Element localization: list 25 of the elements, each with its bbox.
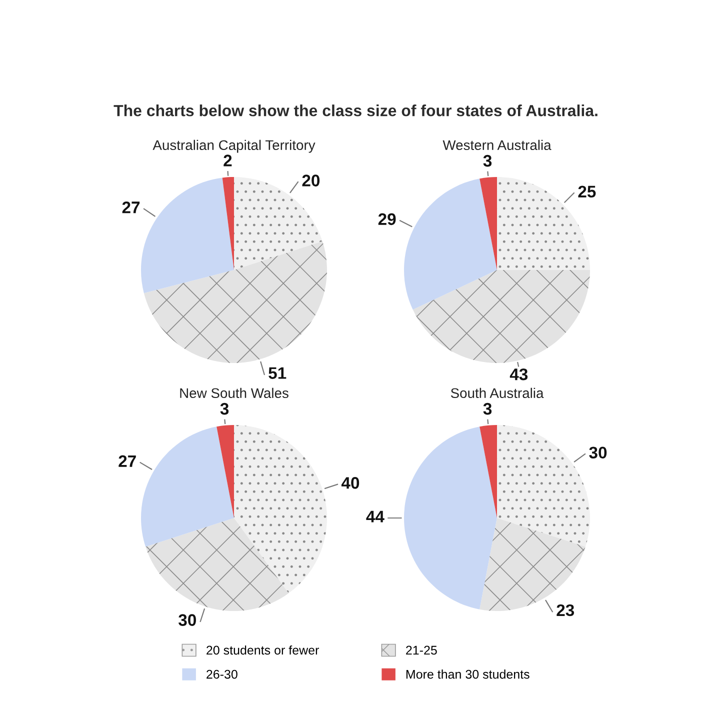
chart-title: New South Wales bbox=[180, 388, 288, 398]
chart-title: South Australia bbox=[450, 388, 544, 398]
data-label: 20 bbox=[302, 174, 320, 186]
data-label: 40 bbox=[341, 477, 360, 489]
legend-label: 21-25 bbox=[406, 646, 437, 655]
data-label: 29 bbox=[378, 213, 396, 226]
data-label: 3 bbox=[220, 402, 229, 415]
data-label: 27 bbox=[122, 202, 140, 214]
legend-label: 26-30 bbox=[206, 670, 238, 679]
data-label: 27 bbox=[118, 455, 136, 467]
data-label: 3 bbox=[483, 402, 492, 415]
data-label: 3 bbox=[483, 154, 492, 167]
data-label: 30 bbox=[178, 614, 196, 626]
text: The charts below show the class size of four states of Australia. bbox=[114, 104, 598, 116]
data-label: 23 bbox=[556, 604, 574, 616]
data-label: 25 bbox=[578, 186, 596, 198]
chart-title: Western Australia bbox=[442, 140, 552, 150]
data-label: 2 bbox=[224, 154, 232, 166]
legend-label: More than 30 students bbox=[406, 670, 530, 679]
chart-title: Australian Capital Territory bbox=[152, 140, 316, 153]
data-label: 30 bbox=[589, 446, 607, 459]
legend-label: 20 students or fewer bbox=[206, 645, 319, 655]
data-label: 43 bbox=[510, 368, 528, 380]
data-label: 51 bbox=[268, 367, 286, 379]
data-label: 44 bbox=[366, 510, 384, 522]
